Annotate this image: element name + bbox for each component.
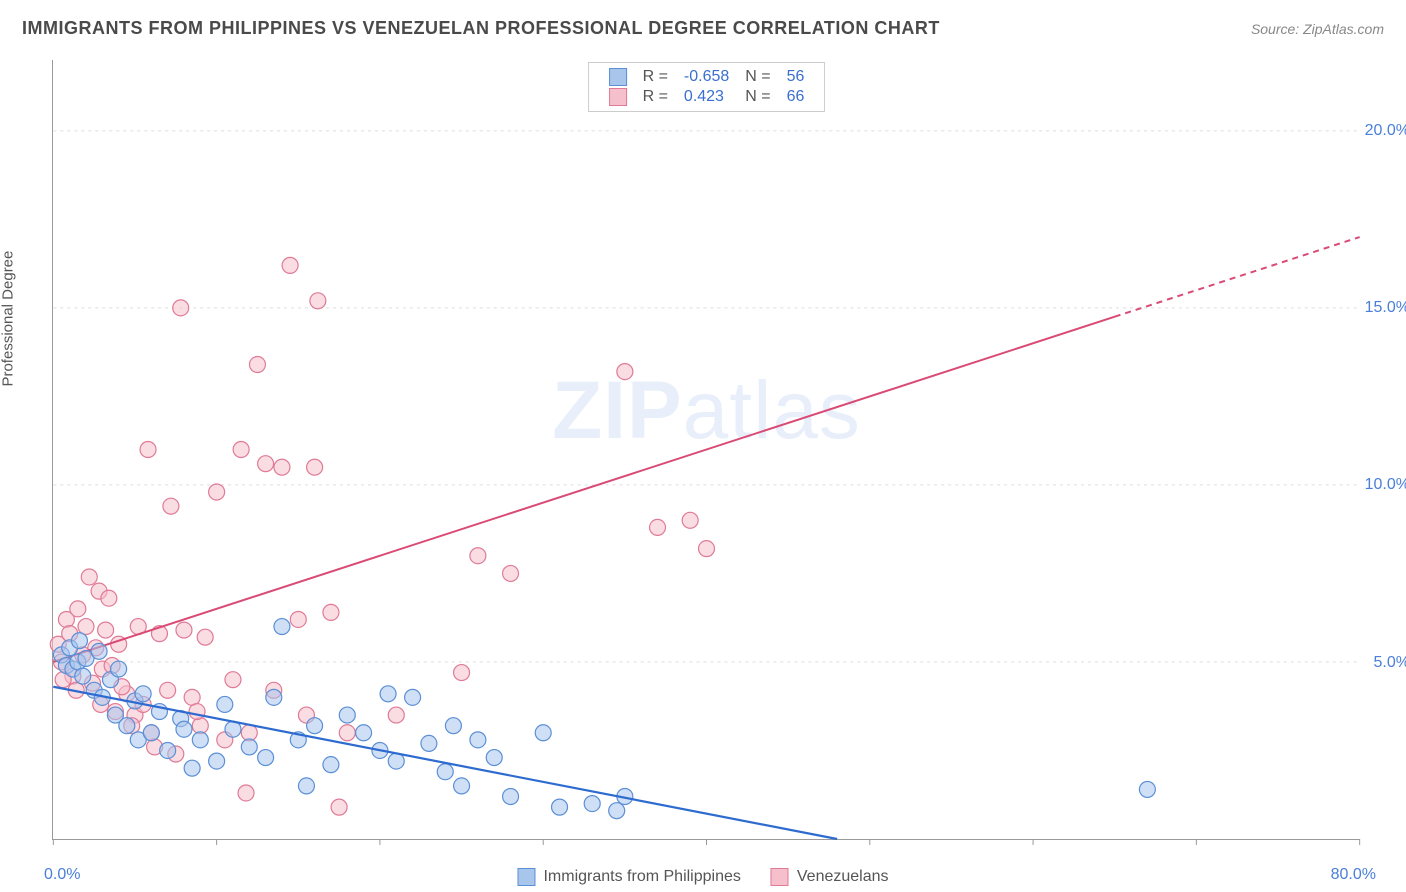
correlation-legend: R = -0.658 N = 56 R = 0.423 N = 66 xyxy=(588,62,826,112)
y-tick-label: 20.0% xyxy=(1330,122,1406,140)
y-axis-label: Professional Degree xyxy=(0,251,17,387)
source-label: Source: ZipAtlas.com xyxy=(1251,21,1384,37)
legend-item-venezuelans: Venezuelans xyxy=(771,868,889,886)
legend-label: Venezuelans xyxy=(797,868,889,886)
swatch-icon xyxy=(609,88,627,106)
series-legend: Immigrants from Philippines Venezuelans xyxy=(517,868,888,886)
chart-title: IMMIGRANTS FROM PHILIPPINES VS VENEZUELA… xyxy=(22,18,940,39)
swatch-icon xyxy=(771,868,789,886)
swatch-icon xyxy=(517,868,535,886)
scatter-chart xyxy=(53,60,1360,839)
plot-area: ZIPatlas R = -0.658 N = 56 R = 0.423 N =… xyxy=(52,60,1360,840)
x-axis-min-label: 0.0% xyxy=(44,866,80,884)
x-axis-max-label: 80.0% xyxy=(1331,866,1376,884)
legend-row-philippines: R = -0.658 N = 56 xyxy=(601,67,813,87)
legend-item-philippines: Immigrants from Philippines xyxy=(517,868,740,886)
y-tick-label: 5.0% xyxy=(1330,654,1406,672)
y-tick-label: 10.0% xyxy=(1330,476,1406,494)
y-tick-label: 15.0% xyxy=(1330,299,1406,317)
legend-label: Immigrants from Philippines xyxy=(543,868,740,886)
swatch-icon xyxy=(609,68,627,86)
legend-row-venezuelans: R = 0.423 N = 66 xyxy=(601,87,813,107)
